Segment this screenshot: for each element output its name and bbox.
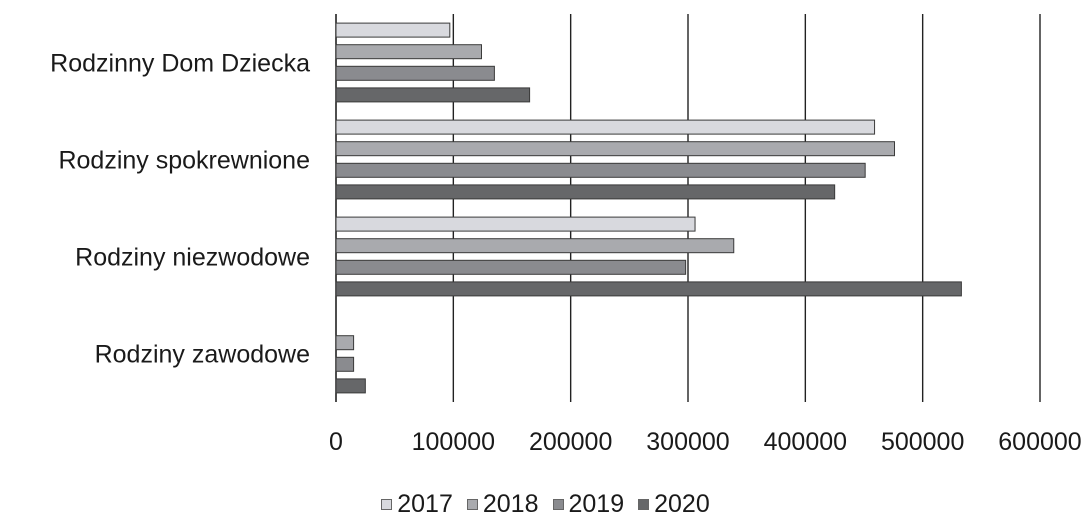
- bar-2019: [336, 163, 865, 177]
- legend-item: 2019: [553, 490, 625, 518]
- x-tick-label: 300000: [646, 428, 729, 456]
- x-tick-label: 400000: [764, 428, 847, 456]
- legend-label: 2019: [569, 490, 625, 518]
- x-tick-labels: 0 100000 200000 300000 400000 500000 600000: [329, 428, 1082, 456]
- legend-swatch: [381, 499, 392, 510]
- legend-item: 2018: [467, 490, 539, 518]
- x-tick-label: 200000: [529, 428, 612, 456]
- bar-2017: [336, 120, 875, 134]
- category-label: Rodziny niezwodowe: [75, 244, 310, 272]
- category-label: Rodziny spokrewnione: [58, 147, 310, 175]
- legend-label: 2020: [654, 490, 710, 518]
- bar-2018: [336, 336, 354, 350]
- x-tick-label: 600000: [998, 428, 1081, 456]
- legend: 2017 2018 2019 2020: [0, 490, 1091, 518]
- legend-swatch: [638, 499, 649, 510]
- legend-label: 2017: [397, 490, 453, 518]
- legend-swatch: [467, 499, 478, 510]
- x-tick-label: 100000: [412, 428, 495, 456]
- bar-2019: [336, 260, 686, 274]
- category-labels: Rodzinny Dom Dziecka Rodziny spokrewnione…: [50, 50, 310, 369]
- bar-2020: [336, 379, 365, 393]
- bar-2019: [336, 66, 494, 80]
- legend-item: 2020: [638, 490, 710, 518]
- bar-2020: [336, 282, 961, 296]
- bar-2017: [336, 23, 450, 37]
- bar-2019: [336, 357, 354, 371]
- bars: [336, 23, 961, 393]
- bar-2020: [336, 88, 530, 102]
- bar-2018: [336, 142, 895, 156]
- x-tick-label: 0: [329, 428, 343, 456]
- category-label: Rodzinny Dom Dziecka: [50, 50, 310, 78]
- bar-2017: [336, 217, 695, 231]
- bar-2018: [336, 45, 481, 59]
- legend-item: 2017: [381, 490, 453, 518]
- legend-swatch: [553, 499, 564, 510]
- category-label: Rodziny zawodowe: [95, 341, 310, 369]
- bar-2018: [336, 239, 734, 253]
- legend-label: 2018: [483, 490, 539, 518]
- bar-2020: [336, 185, 835, 199]
- x-tick-label: 500000: [881, 428, 964, 456]
